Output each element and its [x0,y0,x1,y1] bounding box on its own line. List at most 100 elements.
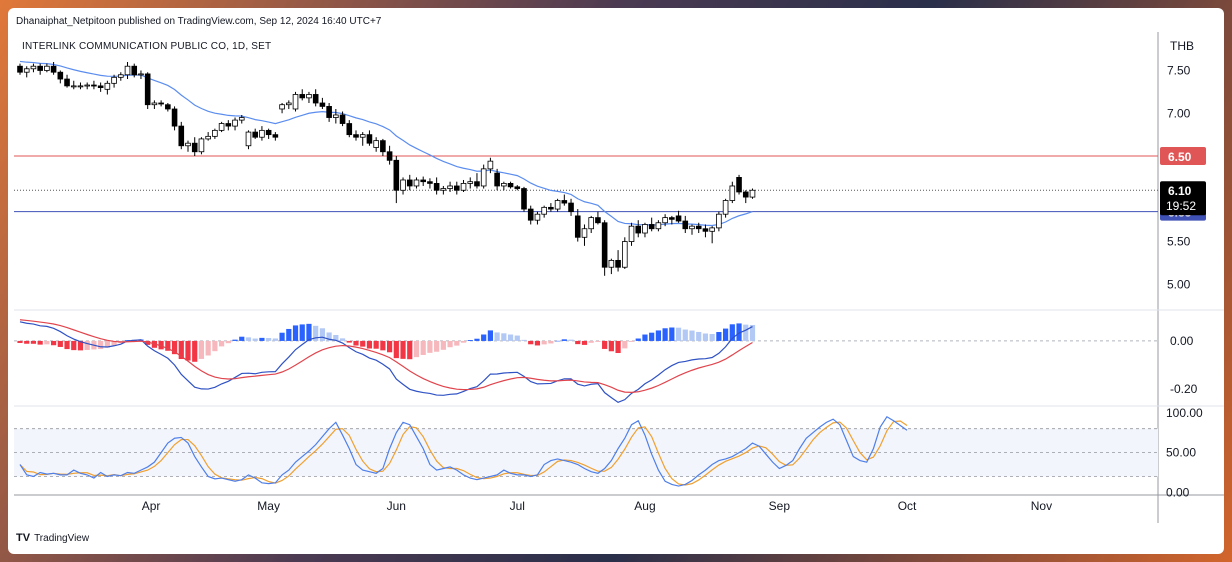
candle-body [393,159,400,191]
candle-body [91,84,97,87]
macd-histogram-bar [346,340,352,343]
macd-histogram-bar [380,340,386,351]
macd-histogram-bar [682,329,688,341]
candle-body [265,129,272,136]
stoch-y-tick-label: 50.00 [1166,446,1196,460]
candle-body [527,208,534,221]
candle-body [131,65,138,76]
candle-body [158,102,164,105]
macd-histogram-bar [326,332,332,341]
macd-histogram-bar [662,328,668,341]
macd-histogram-bar [440,340,446,350]
macd-histogram-bar [17,340,23,343]
candle-body [682,220,689,230]
candle-body [574,215,581,238]
macd-histogram-bar [581,340,588,345]
candle-body [171,108,178,127]
price-chart[interactable]: THB7.507.006.506.005.505.00AprMayJunJulA… [8,8,1224,554]
candle-body [453,185,460,191]
price-level-label: 6.50 [1168,150,1192,164]
candle-body [548,206,554,210]
macd-histogram-bar [225,340,231,344]
macd-histogram-bar [460,340,467,343]
macd-histogram-bar [111,340,117,346]
candle-body [144,73,151,106]
macd-histogram-bar [286,328,292,341]
candle-body [742,191,749,198]
candle-body [57,71,64,80]
macd-histogram-bar [528,340,534,345]
macd-histogram-bar [413,340,420,358]
x-tick-label: Jun [387,499,406,513]
candle-body [534,213,541,221]
macd-histogram-bar [57,340,63,347]
moving-average-line [19,60,753,227]
macd-histogram-bar [696,331,702,341]
macd-histogram-bar [71,340,77,351]
candle-body [406,179,413,187]
macd-histogram-bar [319,328,325,341]
candle-body [467,181,474,184]
macd-histogram-bar [165,340,171,351]
candle-body [608,259,615,268]
macd-histogram-bar [239,336,245,341]
macd-histogram-bar [568,339,574,341]
macd-histogram-bar [655,330,661,341]
brand-name: TradingView [34,532,90,544]
macd-histogram-bar [313,325,319,341]
candle-body [561,200,568,204]
candle-body [259,129,265,138]
macd-histogram-bar [185,340,191,361]
macd-histogram-bar [447,340,453,348]
candle-body [380,140,386,153]
candle-body [689,225,695,230]
x-tick-label: Oct [898,499,917,513]
publisher-caption: Dhanaiphat_Netpitoon published on Tradin… [16,16,382,27]
macd-histogram-bar [360,340,366,347]
last-price-badge [1160,181,1206,216]
macd-histogram-bar [595,340,601,342]
macd-histogram-bar [272,338,278,341]
candle-body [373,140,379,148]
macd-histogram-bar [709,334,715,341]
candle-body [218,123,225,131]
candle-body [111,76,117,84]
x-tick-label: Apr [142,499,161,513]
macd-histogram-bar [608,340,614,352]
candle-body [23,68,30,73]
candle-body [729,185,736,201]
candle-body [165,104,171,110]
candle-body [77,85,84,88]
candle-body [191,142,198,153]
macd-histogram-bar [702,333,709,341]
price-level-badge [1160,147,1206,166]
macd-histogram-bar [541,340,547,345]
macd-histogram-bar [259,337,265,341]
candle-body [568,202,574,213]
candle-body [413,179,420,187]
macd-histogram-bar [736,323,742,341]
macd-histogram-bar [749,324,756,341]
macd-histogram-bar [393,340,399,359]
chart-card: Dhanaiphat_Netpitoon published on Tradin… [8,8,1224,554]
candle-body [64,78,70,87]
macd-y-tick-label: 0.00 [1170,334,1194,348]
macd-histogram-bar [501,333,507,341]
candle-body [675,215,682,222]
x-tick-label: Nov [1031,499,1052,513]
macd-histogram-bar [171,340,178,355]
macd-histogram-bar [198,340,205,359]
candle-body [514,186,521,189]
macd-histogram-bar [474,338,480,341]
candle-body [30,65,37,70]
candle-body [272,134,279,138]
candle-body [312,94,319,104]
candle-body [628,225,635,242]
candle-body [716,213,722,229]
candle-body [232,119,238,127]
tradingview-brand[interactable]: TV TradingView [16,532,89,544]
macd-histogram-bar [743,324,749,341]
candle-body [695,225,702,230]
candle-body [749,189,756,198]
candle-body [480,168,487,187]
